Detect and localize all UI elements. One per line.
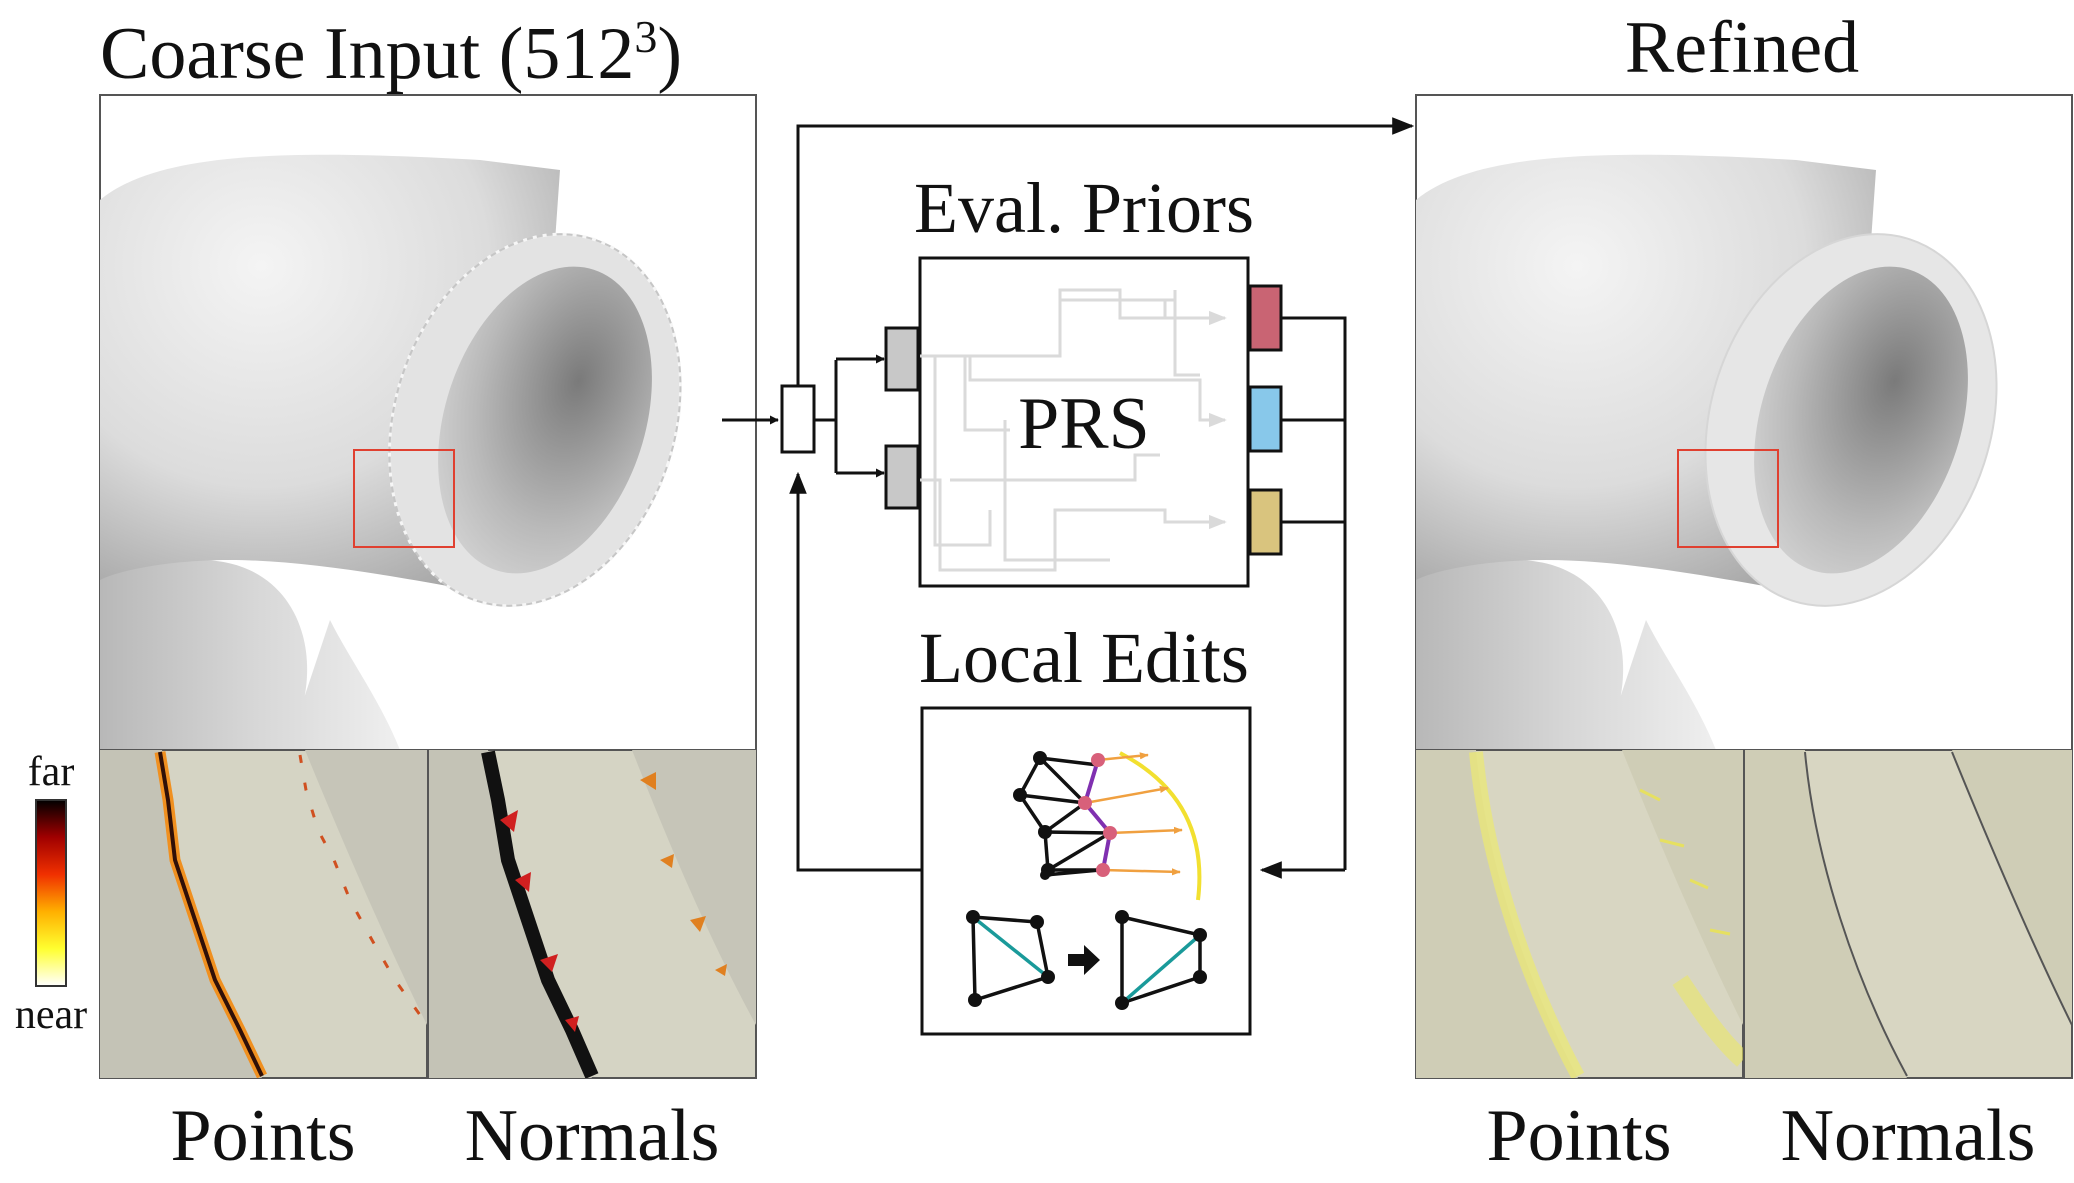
refined-normals-inset — [1744, 749, 2073, 1079]
left-normals-label: Normals — [465, 1095, 720, 1177]
left-points-label: Points — [170, 1095, 355, 1177]
prs-internal-wiring — [920, 288, 1227, 572]
zoom-region-box — [1677, 449, 1779, 548]
distance-colorbar: far near — [15, 749, 87, 1038]
prior-input-block-2 — [884, 444, 920, 510]
refined-title: Refined — [1625, 7, 1859, 89]
coarse-input-title: Coarse Input (5123) — [100, 11, 682, 95]
coarse-mesh-render — [99, 94, 757, 751]
edge-flip-icon — [966, 910, 1207, 1010]
coarse-normals-inset — [428, 749, 757, 1079]
refined-output-arrow — [796, 117, 1415, 386]
state-node — [780, 384, 816, 454]
prior-output-blue — [1248, 385, 1283, 453]
prior-input-block-1 — [884, 326, 920, 392]
pipeline-diagram: Eval. Priors PRS — [722, 117, 1415, 1036]
right-points-label: Points — [1486, 1095, 1671, 1177]
refined-points-inset — [1415, 749, 1744, 1079]
colorbar-near-label: near — [15, 992, 87, 1038]
zoom-region-box — [353, 449, 455, 548]
prs-label: PRS — [1018, 383, 1150, 465]
vertex-move-icon — [1013, 751, 1202, 901]
refined-mesh-render — [1415, 94, 2073, 751]
feedback-arrow — [789, 471, 922, 872]
prs-box — [918, 256, 1250, 588]
colorbar-far-label: far — [28, 749, 75, 795]
right-normals-label: Normals — [1781, 1095, 2036, 1177]
eval-priors-label: Eval. Priors — [914, 168, 1254, 248]
coarse-points-inset — [99, 749, 428, 1079]
prior-output-yellow — [1248, 488, 1283, 556]
prior-output-red — [1248, 284, 1283, 352]
local-edits-label: Local Edits — [919, 618, 1249, 698]
